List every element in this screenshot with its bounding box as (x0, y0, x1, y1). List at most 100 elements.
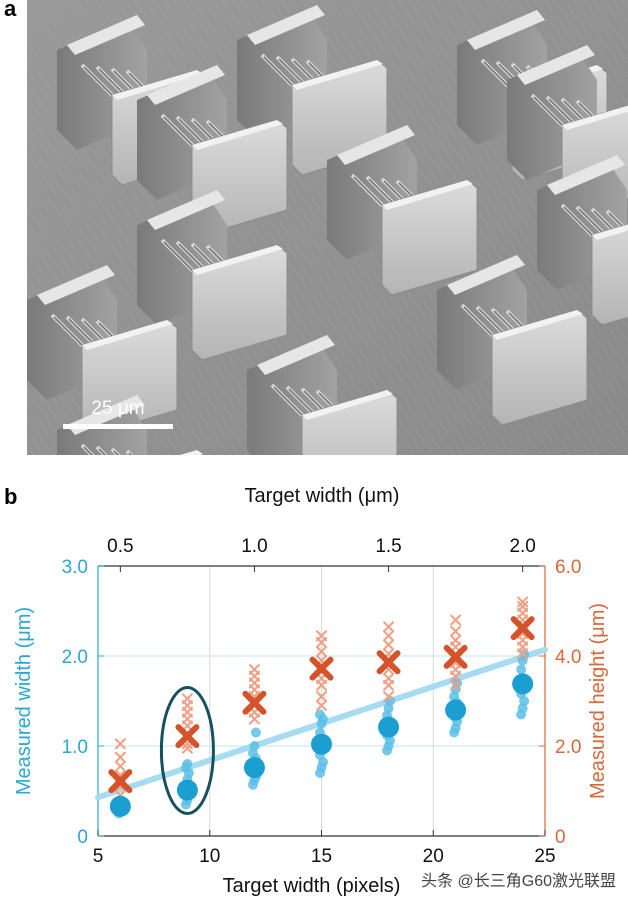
front-slab-top (382, 180, 473, 210)
panel-b-label: b (4, 484, 18, 509)
bridge-shadow (608, 212, 628, 234)
front-slab-top (112, 70, 203, 100)
height-individual-point (114, 751, 126, 763)
width-mean-point (109, 795, 131, 817)
top-x-tick-label: 1.5 (375, 536, 401, 557)
height-individual-point (114, 760, 126, 772)
cross-stroke (309, 656, 334, 681)
y2-tick-label: 2.0 (555, 737, 581, 758)
height-individual-point (517, 596, 529, 608)
cross-stroke (316, 646, 327, 657)
height-individual-point (450, 679, 462, 691)
cross-stroke (376, 650, 401, 675)
cross-stroke (316, 630, 327, 642)
axes: 5 10 15 20 25 0.5 1.0 1.5 2.0 0 1.0 2.0 3.0 0 2.0 4.0 6.… (62, 536, 582, 867)
back-slab-top (547, 155, 625, 195)
height-individual-point (114, 738, 126, 750)
sem-micrograph: 25 μm (27, 0, 628, 566)
back-slab-top (147, 190, 225, 230)
width-mean-point (512, 673, 534, 695)
height-mean-point (510, 616, 535, 641)
height-mean-point (108, 769, 133, 794)
width-mean-point (311, 733, 332, 755)
width-mean-point (445, 699, 467, 721)
cross-stroke (383, 673, 395, 684)
height-individual-point (316, 630, 327, 642)
height-individual-point (316, 691, 327, 702)
x-tick-label: 15 (311, 846, 332, 867)
cross-stroke (114, 760, 126, 772)
micro-structure (437, 255, 588, 426)
top-x-tick-label: 1.0 (241, 536, 267, 557)
height-individual-point (383, 673, 395, 684)
height-individual-point (181, 742, 193, 754)
width-mean-point (176, 779, 198, 801)
top-x-tick-label: 0.5 (107, 536, 133, 557)
micro-structure (537, 155, 628, 326)
y-tick-label: 2.0 (62, 647, 88, 668)
height-individual-point (383, 621, 395, 633)
x-tick-label: 5 (93, 846, 104, 867)
y2-axis-label: Measured height (μm) (587, 603, 609, 799)
x-axis-label: Target width (pixels) (223, 875, 401, 897)
cross-stroke (383, 621, 395, 633)
y2-tick-label: 0 (555, 827, 566, 848)
highlight-ellipse (159, 686, 215, 815)
height-individual-point (316, 646, 327, 657)
front-slab-top (492, 310, 583, 340)
height-mean-point (175, 724, 200, 749)
height-individual-point (181, 693, 193, 705)
height-individual-point (383, 639, 395, 651)
height-individual-point (517, 601, 529, 612)
cross-stroke (114, 751, 126, 763)
back-slab-top (247, 5, 325, 45)
y2-tick-label: 6.0 (555, 557, 581, 578)
back-slab-top (147, 65, 225, 105)
height-individual-point (248, 664, 260, 675)
cross-stroke (181, 742, 193, 754)
height-mean-point (309, 656, 334, 681)
height-individual-point (383, 630, 395, 642)
x-tick-label: 25 (534, 846, 555, 867)
cross-stroke (383, 691, 395, 702)
height-mean-point (376, 650, 401, 675)
micro-structure (27, 265, 178, 436)
height-individual-point (383, 691, 395, 702)
y2-tick-label: 4.0 (555, 647, 581, 668)
height-individual-point (450, 625, 462, 637)
cross-stroke (248, 664, 260, 675)
width-individual-point (250, 727, 261, 738)
cross-stroke (450, 614, 462, 626)
chart-svg: 5 10 15 20 25 0.5 1.0 1.5 2.0 0 1.0 2.0 3.0 0 2.0 4.0 6.… (13, 485, 616, 897)
front-slab-top (562, 105, 628, 130)
height-mean-point (443, 644, 468, 669)
cross-stroke (450, 679, 462, 691)
cross-stroke (450, 634, 462, 646)
width-individual-point (516, 664, 527, 675)
back-slab-top (257, 335, 335, 375)
cross-stroke (450, 625, 462, 637)
cross-stroke (175, 724, 200, 749)
back-slab-top (337, 125, 415, 165)
front-slab-top (302, 390, 393, 420)
width-individual-point (182, 759, 193, 769)
y-tick-label: 3.0 (62, 557, 88, 578)
height-individual-point (450, 634, 462, 646)
back-slab-top (37, 265, 115, 305)
cross-stroke (181, 693, 193, 705)
micro-structure (327, 125, 478, 296)
width-individual-point (315, 709, 325, 720)
cross-stroke (383, 639, 395, 651)
y-tick-label: 0 (77, 827, 88, 848)
cross-stroke (383, 630, 395, 642)
width-mean-point (378, 716, 400, 738)
sem-image: 25 μm (27, 0, 628, 566)
back-slab-top (517, 45, 595, 85)
height-mean-point (242, 690, 267, 715)
scale-bar (63, 424, 173, 429)
top-x-tick-label: 2.0 (509, 536, 535, 557)
front-slab-top (82, 320, 173, 350)
cross-stroke (443, 644, 468, 669)
width-individual-point (249, 741, 260, 751)
back-slab-top (447, 255, 525, 295)
